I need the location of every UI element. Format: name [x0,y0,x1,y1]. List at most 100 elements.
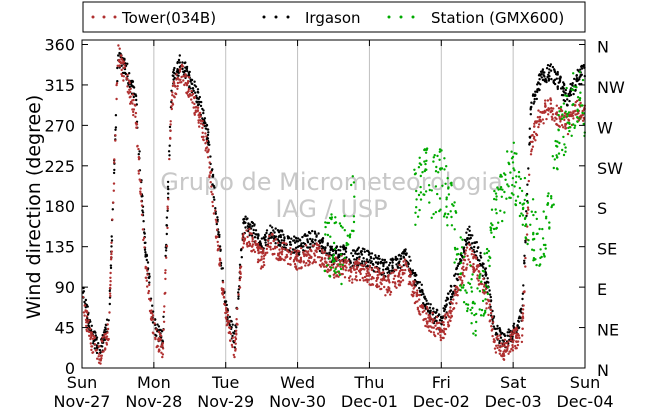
data-point [527,208,530,211]
data-point [479,273,482,276]
data-point [419,290,422,293]
data-point [358,278,362,282]
data-point [498,352,501,355]
data-point [348,236,352,239]
data-point [429,317,432,320]
data-point [146,261,150,264]
data-point [388,270,391,273]
data-point [145,279,148,282]
data-point [238,278,241,282]
data-point [511,183,514,187]
data-point [358,270,362,274]
data-point [524,265,527,268]
data-point [502,352,505,356]
data-point [499,188,502,191]
data-point [225,306,228,310]
data-point [515,326,518,329]
data-point [315,249,318,252]
data-point [523,259,526,262]
data-point [176,87,179,91]
data-point [485,273,488,276]
data-point [337,270,340,273]
data-point [243,217,246,221]
data-point [109,280,112,283]
data-point [123,71,126,75]
data-point [213,198,216,201]
data-point [112,171,116,175]
data-point [526,212,529,215]
data-point [350,183,353,187]
data-point [223,303,227,306]
data-point [166,185,170,188]
data-point [370,252,374,255]
data-point [216,240,219,244]
data-point [211,193,214,196]
data-point [218,235,221,239]
data-point [353,195,356,198]
data-point [447,212,450,216]
data-point [544,247,547,250]
data-point [413,271,417,275]
data-point [462,265,465,268]
data-point [384,294,387,297]
data-point [575,74,578,78]
data-point [538,88,541,92]
data-point [557,152,561,155]
data-point [494,227,498,230]
data-point [542,210,545,213]
data-point [521,334,524,337]
data-point [174,92,178,96]
data-point [149,297,153,300]
data-point [489,229,492,232]
data-point [525,233,529,236]
data-point [409,281,412,284]
data-point [241,234,245,237]
data-point [320,248,324,252]
data-point [132,85,135,88]
data-point [552,203,555,206]
data-point [426,307,429,310]
data-point [549,97,552,100]
data-point [439,334,442,337]
data-point [334,252,338,255]
data-point [365,278,368,281]
plot-frame [81,39,586,369]
data-point [470,247,473,250]
data-point [513,169,516,172]
data-point [108,292,112,295]
data-point [89,342,93,345]
data-point [486,281,490,284]
data-point [413,173,417,176]
data-point [488,299,491,302]
data-point [266,244,269,248]
data-point [473,241,476,244]
data-point [390,272,393,275]
data-point [532,233,535,236]
data-point [90,332,93,335]
data-point [537,81,540,84]
data-point [280,246,283,249]
y-tick-label: 360 [44,35,75,54]
data-point [443,332,447,336]
data-point [324,260,327,264]
data-point [185,82,189,86]
data-point [165,232,168,236]
data-point [251,243,255,246]
data-point [484,298,487,301]
data-point [428,201,431,204]
data-point [85,303,89,307]
data-point [470,312,473,315]
x-tick-label-day: Tue [211,373,239,392]
data-point [137,172,140,175]
data-point [446,321,450,324]
data-point [495,336,498,340]
data-point [581,78,585,82]
data-point [391,261,394,264]
data-point [247,222,250,225]
data-point [110,235,113,238]
data-point [109,258,113,261]
data-point [531,133,534,137]
data-point [257,233,260,236]
data-point [432,331,435,334]
